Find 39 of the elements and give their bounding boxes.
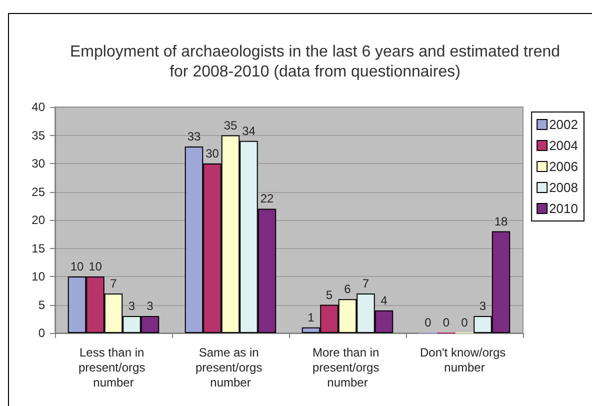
chart-title: Employment of archaeologists in the last 6 years and estimated trend for 2008-2010 (data from questionnaires)	[70, 44, 560, 80]
data-label: 0	[424, 316, 432, 330]
data-label: 3	[128, 299, 136, 314]
data-label: 6	[344, 282, 352, 296]
data-label: 33	[187, 130, 201, 144]
y-tick-label: 30	[32, 156, 46, 170]
data-label: 34	[242, 124, 256, 138]
y-tick-label: 10	[32, 270, 46, 284]
data-label: 3	[479, 299, 486, 314]
x-tick-label: Less than in present/orgs number	[78, 346, 149, 390]
data-label: 7	[110, 276, 118, 290]
y-tick-label: 20	[32, 213, 46, 227]
legend-label: 2010	[549, 201, 578, 216]
data-label: 1	[308, 310, 315, 324]
y-tick-label: 5	[38, 298, 46, 312]
data-label: 4	[380, 293, 388, 308]
data-label: 35	[224, 118, 238, 132]
legend-label: 2004	[549, 138, 578, 153]
x-tick-label: Don't know/orgs number	[420, 346, 509, 374]
y-tick-label: 25	[32, 184, 46, 199]
legend-label: 2008	[549, 180, 578, 195]
data-label: 3	[146, 299, 154, 314]
legend-label: 2006	[549, 159, 578, 174]
data-label: 10	[88, 260, 102, 274]
y-tick-label: 0	[38, 326, 46, 340]
y-tick-label: 40	[32, 100, 46, 114]
data-label: 7	[362, 276, 370, 290]
data-label: 30	[206, 146, 220, 160]
legend-label: 2002	[549, 117, 578, 132]
data-label: 18	[494, 214, 508, 228]
x-tick-label: More than in present/orgs number	[312, 346, 383, 390]
data-label: 10	[70, 260, 84, 274]
data-label: 0	[461, 316, 468, 330]
y-tick-label: 35	[32, 128, 46, 142]
data-label: 5	[326, 288, 333, 302]
data-label: 0	[442, 316, 450, 330]
data-label: 22	[260, 192, 274, 206]
y-tick-label: 15	[32, 241, 46, 256]
x-tick-label: Same as in present/orgs number	[195, 346, 266, 390]
